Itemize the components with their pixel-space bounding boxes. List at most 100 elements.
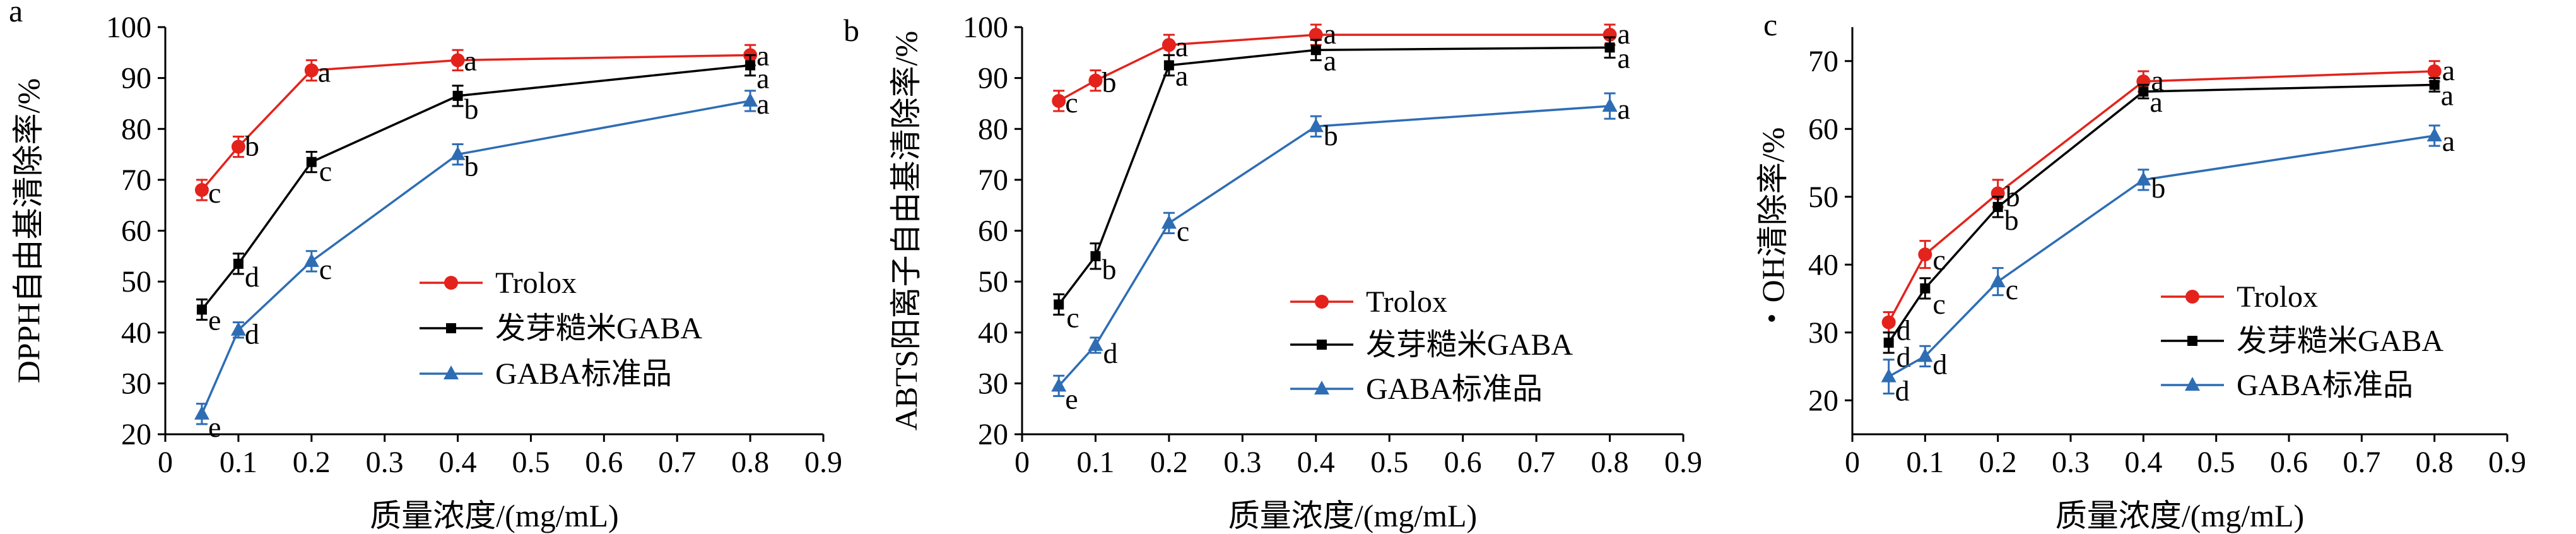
data-point xyxy=(450,146,466,160)
significance-letter: c xyxy=(1065,86,1078,119)
significance-letter: c xyxy=(319,155,332,187)
x-tick-label: 0.8 xyxy=(731,446,769,479)
y-tick-label: 80 xyxy=(121,112,151,146)
legend-label: GABA标准品 xyxy=(1366,372,1543,406)
x-tick-label: 0.7 xyxy=(2343,446,2380,479)
y-tick-label: 70 xyxy=(121,163,151,197)
x-tick-label: 0.7 xyxy=(658,446,696,479)
y-tick-label: 100 xyxy=(963,11,1008,44)
data-point xyxy=(1310,45,1321,56)
significance-letter: a xyxy=(2442,54,2455,86)
legend-label: Trolox xyxy=(1366,285,1447,319)
significance-letter: d xyxy=(245,318,259,350)
significance-letter: b xyxy=(2151,172,2165,204)
y-tick-label: 70 xyxy=(978,163,1008,197)
legend-marker xyxy=(2187,336,2197,346)
x-tick-label: 0.4 xyxy=(2124,446,2162,479)
panel-label: a xyxy=(9,0,23,28)
legend-label: Trolox xyxy=(2237,280,2318,314)
x-tick-label: 0.2 xyxy=(293,446,331,479)
data-point xyxy=(1051,377,1067,392)
data-point xyxy=(1088,73,1103,88)
significance-letter: a xyxy=(1175,59,1188,92)
significance-letter: a xyxy=(2441,79,2454,111)
significance-letter: e xyxy=(1065,383,1078,415)
legend: Trolox 发芽糙米GABA GABA标准品 xyxy=(1290,285,1573,406)
x-tick-label: 0.1 xyxy=(1076,446,1114,479)
y-tick-label: 50 xyxy=(978,265,1008,299)
data-point xyxy=(743,92,758,107)
x-tick-label: 0 xyxy=(1015,446,1030,479)
x-tick-label: 0.3 xyxy=(2052,446,2090,479)
panel-a-dpph-chart: a 20 30 40 50 60 70 80 90 100 0 0.1 0.2 0.3 0.4 0.5 0.6 0… xyxy=(9,0,842,533)
legend-label: 发芽糙米GABA xyxy=(1366,328,1573,362)
data-point xyxy=(1309,28,1323,42)
significance-letter: b xyxy=(2004,204,2019,236)
significance-letter: a xyxy=(2151,64,2163,97)
significance-letter: a xyxy=(756,88,769,120)
legend-label: 发芽糙米GABA xyxy=(2237,324,2444,358)
x-tick-label: 0.9 xyxy=(804,446,842,479)
series-circle: cba a a xyxy=(194,39,770,209)
legend: Trolox 发芽糙米GABA GABA标准品 xyxy=(420,266,702,391)
y-tick-label: 20 xyxy=(121,418,151,451)
data-point xyxy=(1163,60,1174,71)
y-tick-label: 90 xyxy=(978,62,1008,95)
data-point xyxy=(1883,337,1894,348)
y-tick-label: 80 xyxy=(978,112,1008,146)
legend-label: Trolox xyxy=(495,266,577,300)
significance-letter: c xyxy=(1066,301,1079,333)
data-point xyxy=(233,258,244,269)
significance-letter: a xyxy=(1618,93,1630,125)
significance-letter: d xyxy=(1897,341,1911,373)
significance-letter: a xyxy=(2442,125,2455,157)
data-point xyxy=(1917,348,1933,362)
significance-letter: e xyxy=(208,411,221,443)
data-point xyxy=(1602,97,1618,112)
data-point xyxy=(1992,201,2003,212)
y-tick-label: 20 xyxy=(1808,384,1838,417)
y-tick-label: 40 xyxy=(121,316,151,350)
x-tick-label: 0.7 xyxy=(1517,446,1555,479)
x-tick-label: 0.4 xyxy=(439,446,477,479)
legend-label: GABA标准品 xyxy=(495,357,672,391)
data-point xyxy=(1920,283,1931,294)
data-point xyxy=(745,60,756,71)
data-point xyxy=(2429,80,2440,90)
significance-letter: c xyxy=(319,253,332,285)
data-point xyxy=(1090,251,1101,261)
x-tick-label: 0.5 xyxy=(2197,446,2235,479)
y-tick-label: 50 xyxy=(121,265,151,299)
significance-letter: b xyxy=(464,93,479,125)
significance-letter: b xyxy=(1324,119,1338,151)
x-tick-label: 0.3 xyxy=(1223,446,1261,479)
data-point xyxy=(1918,247,1932,262)
y-tick-label: 60 xyxy=(978,215,1008,248)
x-tick-label: 0.9 xyxy=(1664,446,1702,479)
significance-letter: c xyxy=(1177,215,1189,247)
y-tick-label: 40 xyxy=(1808,248,1838,282)
data-point xyxy=(1161,215,1177,229)
data-point xyxy=(2136,171,2151,186)
y-tick-label: 90 xyxy=(121,62,151,95)
data-point xyxy=(194,405,209,420)
panel-label: b xyxy=(844,13,859,48)
x-tick-label: 0.6 xyxy=(1444,446,1482,479)
significance-letter: b xyxy=(1102,253,1116,285)
significance-letter: a xyxy=(756,62,769,94)
data-point xyxy=(2426,128,2442,141)
panel-label: c xyxy=(1763,7,1777,42)
x-tick-label: 0.9 xyxy=(2488,446,2526,479)
significance-letter: a xyxy=(1175,30,1188,62)
significance-letter: b xyxy=(1102,66,1116,98)
data-point xyxy=(230,321,246,336)
significance-letter: d xyxy=(1103,337,1117,369)
y-tick-label: 100 xyxy=(106,11,151,44)
x-tick-label: 0.6 xyxy=(2270,446,2308,479)
data-point xyxy=(452,90,463,101)
